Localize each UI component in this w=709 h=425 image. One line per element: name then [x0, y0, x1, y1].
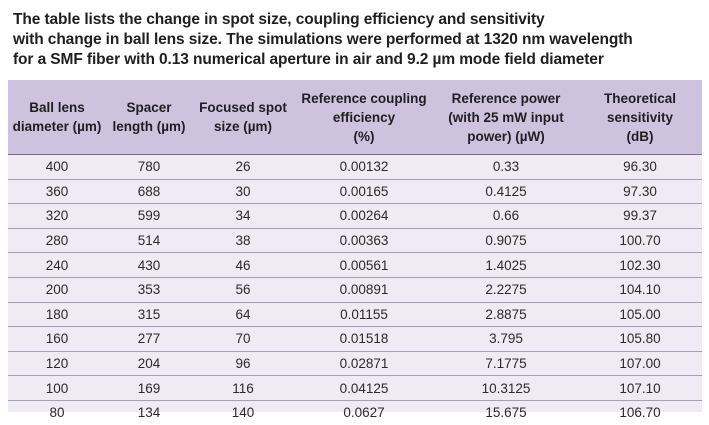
caption-line: with change in ball lens size. The simul… [13, 31, 633, 48]
cell-focused-spot-size: 34 [192, 203, 294, 229]
cell-focused-spot-size: 70 [192, 326, 294, 352]
cell-spacer-length: 353 [106, 277, 192, 303]
cell-ball-lens-diameter: 280 [8, 228, 106, 254]
cell-spacer-length: 688 [106, 179, 192, 205]
table-row: 240 430 46 0.00561 1.4025 102.30 [8, 252, 702, 278]
cell-coupling-efficiency: 0.0627 [343, 405, 385, 421]
cell-reference-power: 3.795 [434, 326, 578, 352]
cell-focused-spot-size: 64 [192, 302, 294, 328]
cell-coupling-efficiency: 0.00132 [294, 154, 434, 180]
cell-reference-power: 10.3125 [434, 375, 578, 401]
cell-reference-power: 15.675 [485, 405, 527, 421]
header-reference-power: Reference power (with 25 mW input power)… [434, 80, 578, 155]
table-row: 120 204 96 0.02871 7.1775 107.00 [8, 351, 702, 377]
cell-sensitivity: 96.30 [578, 154, 702, 180]
cell-sensitivity: 104.10 [578, 277, 702, 303]
table-row: 280 514 38 0.00363 0.9075 100.70 [8, 228, 702, 254]
cell-reference-power: 1.4025 [434, 252, 578, 278]
cell-coupling-efficiency: 0.00891 [294, 277, 434, 303]
cell-focused-spot-size: 30 [192, 179, 294, 205]
table-row: 360 688 30 0.00165 0.4125 97.30 [8, 179, 702, 205]
cell-coupling-efficiency: 0.00363 [294, 228, 434, 254]
cell-coupling-efficiency: 0.01518 [294, 326, 434, 352]
cell-reference-power: 2.8875 [434, 302, 578, 328]
cell-reference-power: 0.66 [434, 203, 578, 229]
cell-spacer-length: 315 [106, 302, 192, 328]
cell-reference-power: 2.2275 [434, 277, 578, 303]
cell-reference-power: 0.33 [434, 154, 578, 180]
cell-sensitivity: 97.30 [578, 179, 702, 205]
cell-ball-lens-diameter: 100 [8, 375, 106, 401]
data-table: Ball lens diameter (µm) Spacer length (µ… [8, 80, 702, 425]
cell-focused-spot-size: 38 [192, 228, 294, 254]
cell-sensitivity: 107.10 [578, 375, 702, 401]
cell-coupling-efficiency: 0.02871 [294, 351, 434, 377]
cell-reference-power: 0.4125 [434, 179, 578, 205]
table-body: 400 780 26 0.00132 0.33 96.30 360 688 30 0.00165 0… [8, 154, 702, 425]
cell-sensitivity: 100.70 [578, 228, 702, 254]
cell-focused-spot-size: 26 [192, 154, 294, 180]
cell-focused-spot-size: 140 [231, 405, 255, 421]
header-theoretical-sensitivity: Theoretical sensitivity (dB) [578, 80, 702, 155]
table-row: 200 353 56 0.00891 2.2275 104.10 [8, 277, 702, 303]
cell-spacer-length: 134 [137, 405, 161, 421]
data-table-container: Ball lens diameter (µm) Spacer length (µ… [8, 80, 702, 420]
table-header: Ball lens diameter (µm) Spacer length (µ… [8, 80, 702, 155]
caption-line: The table lists the change in spot size,… [13, 11, 545, 28]
header-ball-lens-diameter: Ball lens diameter (µm) [8, 80, 106, 155]
cell-sensitivity: 99.37 [578, 203, 702, 229]
header-spacer-length: Spacer length (µm) [106, 80, 192, 155]
cell-reference-power: 0.9075 [434, 228, 578, 254]
header-focused-spot-size: Focused spot size (µm) [192, 80, 294, 155]
cell-spacer-length: 204 [106, 351, 192, 377]
cell-sensitivity: 105.80 [578, 326, 702, 352]
cell-ball-lens-diameter: 200 [8, 277, 106, 303]
cell-focused-spot-size: 116 [192, 375, 294, 401]
table-row: 180 315 64 0.01155 2.8875 105.00 [8, 302, 702, 328]
cell-coupling-efficiency: 0.01155 [294, 302, 434, 328]
cell-sensitivity: 105.00 [578, 302, 702, 328]
table-row: 80 134 140 0.0627 15.675 106.70 [8, 400, 702, 424]
cell-ball-lens-diameter: 160 [8, 326, 106, 352]
cell-ball-lens-diameter: 180 [8, 302, 106, 328]
cell-ball-lens-diameter: 360 [8, 179, 106, 205]
cell-focused-spot-size: 46 [192, 252, 294, 278]
cell-spacer-length: 514 [106, 228, 192, 254]
cell-sensitivity: 107.00 [578, 351, 702, 377]
cell-focused-spot-size: 56 [192, 277, 294, 303]
cell-spacer-length: 430 [106, 252, 192, 278]
cell-spacer-length: 780 [106, 154, 192, 180]
cell-spacer-length: 599 [106, 203, 192, 229]
cell-coupling-efficiency: 0.00264 [294, 203, 434, 229]
caption-line: for a SMF fiber with 0.13 numerical aper… [13, 51, 604, 68]
table-caption: The table lists the change in spot size,… [13, 10, 703, 70]
table-row: 320 599 34 0.00264 0.66 99.37 [8, 203, 702, 229]
cell-sensitivity: 106.70 [619, 405, 661, 421]
table-row: 160 277 70 0.01518 3.795 105.80 [8, 326, 702, 352]
table-row: 100 169 116 0.04125 10.3125 107.10 [8, 375, 702, 401]
cell-spacer-length: 169 [106, 375, 192, 401]
cell-focused-spot-size: 96 [192, 351, 294, 377]
table-row: 400 780 26 0.00132 0.33 96.30 [8, 154, 702, 180]
cell-sensitivity: 102.30 [578, 252, 702, 278]
header-row: Ball lens diameter (µm) Spacer length (µ… [8, 80, 702, 155]
cell-coupling-efficiency: 0.00561 [294, 252, 434, 278]
cell-ball-lens-diameter: 400 [8, 154, 106, 180]
cell-reference-power: 7.1775 [434, 351, 578, 377]
cell-ball-lens-diameter: 320 [8, 203, 106, 229]
cell-ball-lens-diameter: 240 [8, 252, 106, 278]
header-reference-coupling-efficiency: Reference coupling efficiency (%) [294, 80, 434, 155]
cell-spacer-length: 277 [106, 326, 192, 352]
cell-coupling-efficiency: 0.04125 [294, 375, 434, 401]
cell-ball-lens-diameter: 80 [49, 405, 65, 421]
cell-ball-lens-diameter: 120 [8, 351, 106, 377]
cell-coupling-efficiency: 0.00165 [294, 179, 434, 205]
